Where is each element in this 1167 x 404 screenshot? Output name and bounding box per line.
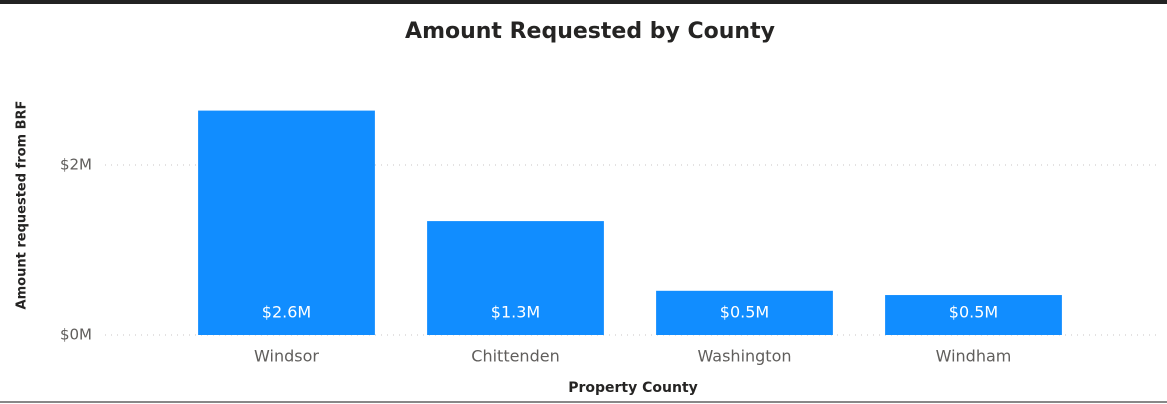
y-axis-title: Amount requested from BRF [15,101,30,310]
x-tick-label: Windsor [254,347,319,366]
data-label: $1.3M [491,303,540,322]
bar [427,221,604,335]
y-tick-label: $0M [60,326,92,344]
data-label: $0.5M [720,303,769,322]
chart-title: Amount Requested by County [405,19,775,44]
data-label: $2.6M [262,303,311,322]
x-tick-label: Chittenden [471,347,559,366]
x-axis-title: Property County [568,380,698,396]
top-border [0,0,1167,4]
y-tick-label: $2M [60,156,92,174]
bar [885,295,1062,335]
bottom-border [0,401,1167,403]
data-label: $0.5M [949,303,998,322]
x-tick-label: Washington [697,347,791,366]
bar [198,110,375,335]
x-tick-label: Windham [936,347,1012,366]
bar [656,290,833,335]
